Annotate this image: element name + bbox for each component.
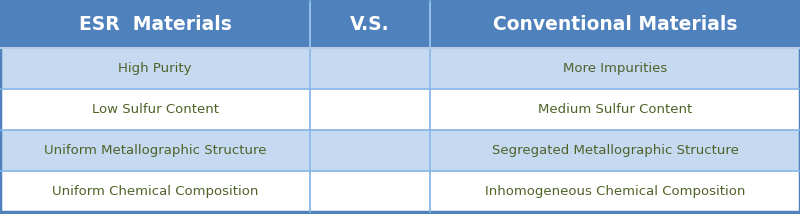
Bar <box>310 130 430 171</box>
Bar <box>0 171 310 212</box>
Bar <box>430 130 800 171</box>
Bar <box>430 89 800 130</box>
Bar <box>0 130 310 171</box>
Text: Uniform Chemical Composition: Uniform Chemical Composition <box>52 185 258 198</box>
Bar <box>0 89 310 130</box>
Text: Low Sulfur Content: Low Sulfur Content <box>91 103 218 116</box>
Bar <box>430 48 800 89</box>
Text: Conventional Materials: Conventional Materials <box>493 15 738 34</box>
Bar <box>310 0 430 48</box>
Text: ESR  Materials: ESR Materials <box>78 15 231 34</box>
Text: High Purity: High Purity <box>118 62 192 75</box>
Bar <box>310 48 430 89</box>
Text: V.S.: V.S. <box>350 15 390 34</box>
Text: Uniform Metallographic Structure: Uniform Metallographic Structure <box>44 144 266 157</box>
Bar <box>310 89 430 130</box>
Bar <box>430 171 800 212</box>
Bar <box>0 0 310 48</box>
Bar <box>0 48 310 89</box>
Bar <box>430 0 800 48</box>
Text: Inhomogeneous Chemical Composition: Inhomogeneous Chemical Composition <box>485 185 745 198</box>
Text: More Impurities: More Impurities <box>563 62 667 75</box>
Text: Segregated Metallographic Structure: Segregated Metallographic Structure <box>491 144 738 157</box>
Text: Medium Sulfur Content: Medium Sulfur Content <box>538 103 692 116</box>
Bar <box>310 171 430 212</box>
